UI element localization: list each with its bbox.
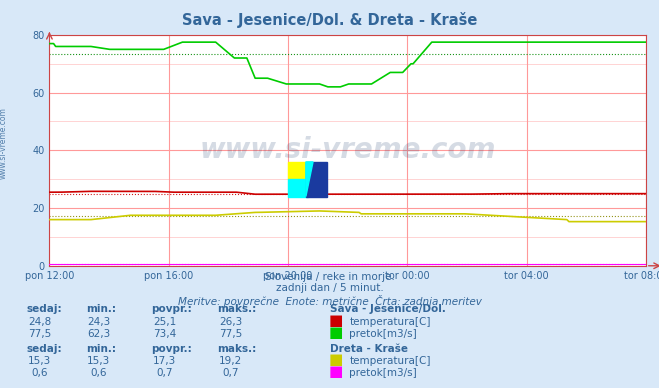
Text: Sava - Jesenice/Dol. & Dreta - Kraše: Sava - Jesenice/Dol. & Dreta - Kraše — [182, 12, 477, 28]
Text: Slovenija / reke in morje.: Slovenija / reke in morje. — [264, 272, 395, 282]
Text: 15,3: 15,3 — [28, 356, 51, 366]
Text: 24,3: 24,3 — [87, 317, 111, 327]
Text: maks.:: maks.: — [217, 304, 257, 314]
Text: pretok[m3/s]: pretok[m3/s] — [349, 368, 417, 378]
Polygon shape — [306, 162, 313, 196]
Text: 24,8: 24,8 — [28, 317, 51, 327]
Text: 0,7: 0,7 — [156, 368, 173, 378]
Text: 62,3: 62,3 — [87, 329, 111, 339]
Text: 0,6: 0,6 — [31, 368, 48, 378]
Text: www.si-vreme.com: www.si-vreme.com — [200, 136, 496, 165]
Text: sedaj:: sedaj: — [26, 304, 62, 314]
Bar — [306, 162, 328, 196]
Text: Sava - Jesenice/Dol.: Sava - Jesenice/Dol. — [330, 304, 445, 314]
Text: zadnji dan / 5 minut.: zadnji dan / 5 minut. — [275, 283, 384, 293]
Text: temperatura[C]: temperatura[C] — [349, 356, 431, 366]
Text: 0,7: 0,7 — [222, 368, 239, 378]
Text: ■: ■ — [328, 352, 343, 367]
Text: 15,3: 15,3 — [87, 356, 111, 366]
Text: maks.:: maks.: — [217, 344, 257, 354]
Text: 19,2: 19,2 — [219, 356, 243, 366]
Text: povpr.:: povpr.: — [152, 304, 192, 314]
Text: www.si-vreme.com: www.si-vreme.com — [0, 107, 8, 180]
Text: min.:: min.: — [86, 344, 116, 354]
Text: ■: ■ — [328, 313, 343, 328]
Bar — [288, 162, 308, 179]
Text: 77,5: 77,5 — [219, 329, 243, 339]
Text: sedaj:: sedaj: — [26, 344, 62, 354]
Text: Meritve: povprečne  Enote: metrične  Črta: zadnja meritev: Meritve: povprečne Enote: metrične Črta:… — [177, 295, 482, 307]
Text: 25,1: 25,1 — [153, 317, 177, 327]
Text: 26,3: 26,3 — [219, 317, 243, 327]
Text: min.:: min.: — [86, 304, 116, 314]
Text: 0,6: 0,6 — [90, 368, 107, 378]
Text: ■: ■ — [328, 364, 343, 379]
Text: 17,3: 17,3 — [153, 356, 177, 366]
Text: pretok[m3/s]: pretok[m3/s] — [349, 329, 417, 339]
Text: temperatura[C]: temperatura[C] — [349, 317, 431, 327]
Text: 77,5: 77,5 — [28, 329, 51, 339]
Bar — [288, 179, 308, 196]
Text: Dreta - Kraše: Dreta - Kraše — [330, 344, 407, 354]
Text: ■: ■ — [328, 325, 343, 340]
Text: 73,4: 73,4 — [153, 329, 177, 339]
Text: povpr.:: povpr.: — [152, 344, 192, 354]
